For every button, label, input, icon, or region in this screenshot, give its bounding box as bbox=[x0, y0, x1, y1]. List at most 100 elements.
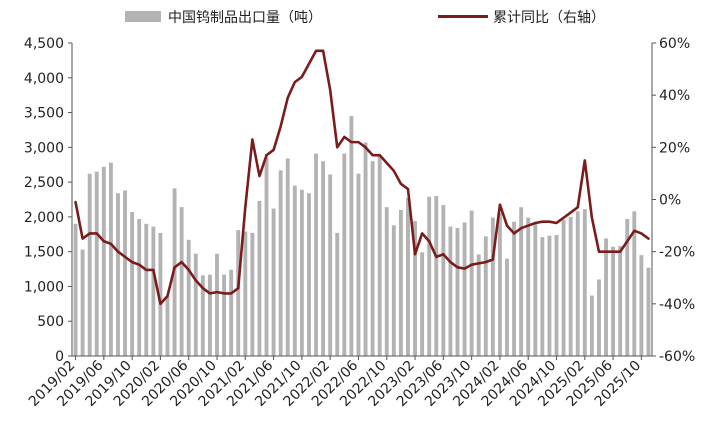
bar-13 bbox=[165, 296, 170, 356]
bar-45 bbox=[391, 225, 396, 356]
bar-50 bbox=[427, 196, 432, 356]
left-tick-label-5: 2,500 bbox=[24, 175, 64, 191]
bar-71 bbox=[575, 211, 580, 356]
bar-22 bbox=[229, 269, 234, 356]
bar-76 bbox=[611, 246, 616, 356]
right-tick-label-6: 60% bbox=[659, 36, 690, 52]
bar-3 bbox=[94, 171, 99, 356]
bar-80 bbox=[639, 255, 644, 356]
bar-11 bbox=[151, 226, 156, 356]
legend-bar-label: 中国钨制品出口量（吨） bbox=[168, 10, 322, 26]
bar-2 bbox=[87, 173, 92, 356]
bar-79 bbox=[632, 211, 637, 356]
bar-37 bbox=[335, 232, 340, 356]
bar-59 bbox=[490, 217, 495, 356]
bar-32 bbox=[299, 189, 304, 356]
bar-20 bbox=[215, 253, 219, 356]
bar-9 bbox=[137, 218, 142, 356]
bar-4 bbox=[101, 166, 106, 356]
bar-27 bbox=[264, 157, 269, 356]
bar-78 bbox=[625, 218, 630, 356]
bar-39 bbox=[349, 116, 354, 356]
bar-53 bbox=[448, 226, 453, 356]
bar-8 bbox=[130, 212, 135, 356]
legend-bar-swatch bbox=[125, 11, 161, 22]
bar-17 bbox=[193, 253, 198, 356]
bar-55 bbox=[462, 222, 467, 356]
legend: 中国钨制品出口量（吨） 累计同比（右轴） bbox=[125, 10, 605, 26]
bar-44 bbox=[384, 207, 389, 356]
bar-7 bbox=[123, 190, 127, 356]
bar-24 bbox=[243, 231, 248, 356]
left-tick-label-2: 1,000 bbox=[24, 279, 64, 295]
bar-25 bbox=[250, 232, 255, 356]
bar-60 bbox=[497, 212, 502, 356]
bar-66 bbox=[540, 237, 545, 356]
bar-10 bbox=[144, 223, 149, 356]
bar-36 bbox=[328, 174, 333, 356]
bar-34 bbox=[314, 153, 318, 356]
bar-23 bbox=[236, 230, 241, 356]
left-tick-label-6: 3,000 bbox=[24, 140, 64, 156]
right-tick-label-5: 40% bbox=[659, 88, 690, 104]
bar-81 bbox=[646, 267, 651, 356]
bar-35 bbox=[321, 161, 326, 356]
bar-19 bbox=[207, 274, 212, 356]
bar-18 bbox=[200, 275, 205, 356]
bar-5 bbox=[108, 162, 113, 356]
left-tick-label-8: 4,000 bbox=[24, 71, 64, 87]
bar-52 bbox=[441, 205, 446, 356]
bar-61 bbox=[505, 258, 509, 356]
bar-40 bbox=[356, 173, 361, 356]
left-tick-label-3: 1,500 bbox=[24, 245, 64, 261]
bar-1 bbox=[80, 249, 85, 356]
plot-area: 0 500 1,000 1,500 2,000 2,500 3,000 3,500 4,000 4… bbox=[24, 36, 695, 410]
left-tick-label-0: 0 bbox=[55, 349, 64, 365]
bar-41 bbox=[363, 142, 368, 356]
right-tick-label-4: 20% bbox=[659, 140, 690, 156]
bar-0 bbox=[73, 223, 78, 356]
bar-69 bbox=[561, 219, 566, 356]
bar-67 bbox=[547, 235, 552, 356]
bar-57 bbox=[476, 254, 481, 356]
left-tick-label-9: 4,500 bbox=[24, 36, 64, 52]
bar-58 bbox=[483, 236, 488, 356]
bar-43 bbox=[377, 155, 382, 356]
bar-62 bbox=[512, 221, 517, 356]
right-tick-label-1: -40% bbox=[659, 297, 695, 313]
bar-15 bbox=[179, 207, 184, 356]
bar-16 bbox=[186, 239, 191, 356]
bar-70 bbox=[568, 216, 573, 356]
bar-51 bbox=[434, 196, 439, 356]
left-tick-label-7: 3,500 bbox=[24, 106, 64, 122]
bar-63 bbox=[519, 207, 524, 356]
bar-6 bbox=[116, 193, 120, 356]
yoy-line bbox=[74, 49, 650, 306]
bar-56 bbox=[469, 210, 474, 356]
bar-26 bbox=[257, 200, 262, 356]
bar-47 bbox=[406, 198, 410, 356]
left-tick-label-1: 500 bbox=[37, 314, 64, 330]
bar-54 bbox=[455, 228, 460, 356]
bar-49 bbox=[420, 252, 425, 356]
bar-64 bbox=[526, 217, 531, 356]
bar-21 bbox=[222, 274, 227, 356]
right-tick-label-2: -20% bbox=[659, 245, 695, 261]
left-tick-label-4: 2,000 bbox=[24, 210, 64, 226]
bar-65 bbox=[533, 223, 538, 356]
bar-12 bbox=[158, 232, 163, 356]
bar-75 bbox=[604, 238, 608, 356]
bar-72 bbox=[582, 209, 587, 356]
bar-38 bbox=[342, 153, 347, 356]
bar-46 bbox=[398, 209, 403, 356]
bar-68 bbox=[554, 234, 559, 356]
bar-29 bbox=[278, 170, 283, 356]
bar-73 bbox=[589, 295, 594, 356]
legend-line-label: 累计同比（右轴） bbox=[493, 10, 605, 26]
bar-42 bbox=[370, 161, 375, 356]
bar-33 bbox=[307, 193, 311, 356]
bar-30 bbox=[285, 158, 290, 356]
bar-48 bbox=[413, 221, 417, 356]
